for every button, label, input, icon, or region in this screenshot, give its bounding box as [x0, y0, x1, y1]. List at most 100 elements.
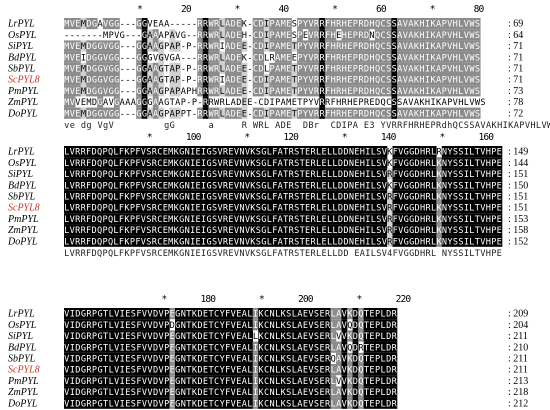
- residue: K: [124, 204, 130, 214]
- residue: F: [86, 159, 91, 169]
- residue: S: [386, 20, 391, 30]
- residue: S: [392, 109, 397, 119]
- residue-shade: [274, 386, 281, 398]
- residue-shade: [343, 168, 349, 180]
- residue: R: [197, 65, 203, 75]
- residue-shade: [140, 168, 147, 180]
- consensus-residue: S: [453, 249, 458, 259]
- residue: V: [141, 226, 146, 236]
- residue: L: [332, 204, 337, 214]
- residue-shade: [463, 107, 470, 119]
- residue-shade: [241, 352, 248, 364]
- residue-shade: [474, 107, 481, 119]
- residue: V: [342, 343, 347, 353]
- residue-shade: [247, 352, 253, 364]
- residue-shade: [140, 190, 147, 202]
- residue: E: [236, 65, 241, 75]
- residue: P: [175, 42, 180, 52]
- residue-shade: [385, 386, 392, 398]
- residue: R: [314, 65, 320, 75]
- residue: H: [458, 98, 463, 108]
- residue: L: [275, 332, 280, 342]
- residue-shade: [403, 168, 410, 180]
- residue-shade: [252, 397, 259, 409]
- residue: P: [353, 53, 358, 63]
- residue-shade: [180, 364, 187, 376]
- residue-shade: [491, 202, 497, 214]
- residue-shade: [403, 235, 410, 247]
- residue-shade: [430, 62, 437, 74]
- residue: D: [415, 181, 420, 191]
- residue: E: [242, 42, 247, 52]
- residue: R: [203, 76, 209, 86]
- residue: K: [347, 366, 353, 376]
- residue: I: [120, 388, 125, 398]
- residue-shade: [385, 18, 392, 30]
- residue-shade: [64, 213, 70, 225]
- residue-shade: [197, 74, 204, 86]
- residue-shade: [347, 397, 353, 409]
- residue-shade: [308, 85, 315, 97]
- residue-shade: [151, 190, 158, 202]
- consensus-residue: S: [458, 249, 463, 259]
- residue-shade: [141, 397, 148, 409]
- residue-shade: [175, 364, 181, 376]
- residue: R: [152, 226, 158, 236]
- residue-shade: [385, 319, 392, 331]
- residue: V: [231, 355, 236, 365]
- residue-shade: [197, 40, 204, 52]
- residue: -: [186, 31, 191, 41]
- residue-shade: [247, 397, 253, 409]
- residue: E: [369, 343, 374, 353]
- residue-shade: [319, 319, 326, 331]
- residue: W: [208, 42, 214, 52]
- residue-shade: [80, 168, 87, 180]
- residue: A: [147, 65, 153, 75]
- residue: F: [136, 399, 141, 409]
- residue: H: [453, 87, 458, 97]
- residue: R: [311, 215, 317, 225]
- residue: L: [316, 181, 321, 191]
- residue-shade: [480, 213, 486, 225]
- residue-shade: [168, 157, 174, 169]
- residue: D: [153, 355, 158, 365]
- residue-shade: [219, 330, 226, 342]
- residue-shade: [146, 157, 152, 169]
- residue-shade: [315, 213, 322, 225]
- residue-shade: [447, 213, 454, 225]
- residue: -: [120, 76, 125, 86]
- residue-shade: [291, 386, 298, 398]
- residue: E: [170, 377, 175, 387]
- residue: I: [365, 204, 370, 214]
- residue: Y: [220, 332, 226, 342]
- residue: A: [225, 20, 231, 30]
- residue: V: [480, 193, 485, 203]
- residue: I: [264, 87, 269, 97]
- residue-shade: [274, 107, 281, 119]
- residue: V: [231, 366, 236, 376]
- residue: F: [225, 399, 230, 409]
- residue-shade: [236, 386, 242, 398]
- residue-shade: [113, 190, 120, 202]
- residue: A: [397, 65, 403, 75]
- residue-shade: [380, 85, 387, 97]
- residue: V: [231, 310, 236, 320]
- residue-shade: [202, 386, 209, 398]
- residue-shade: [175, 386, 181, 398]
- residue: L: [381, 355, 386, 365]
- residue: N: [442, 148, 447, 158]
- residue: R: [86, 377, 92, 387]
- residue-shade: [152, 364, 159, 376]
- residue-shade: [452, 29, 459, 41]
- residue: I: [365, 237, 370, 247]
- residue: K: [242, 53, 248, 63]
- residue: K: [281, 310, 287, 320]
- residue: E: [196, 148, 201, 158]
- residue-shade: [452, 157, 459, 169]
- consensus-residue: D: [303, 121, 308, 131]
- residue: F: [86, 215, 91, 225]
- residue: L: [332, 181, 337, 191]
- residue: D: [197, 310, 202, 320]
- residue: E: [228, 237, 233, 247]
- residue: F: [272, 148, 277, 158]
